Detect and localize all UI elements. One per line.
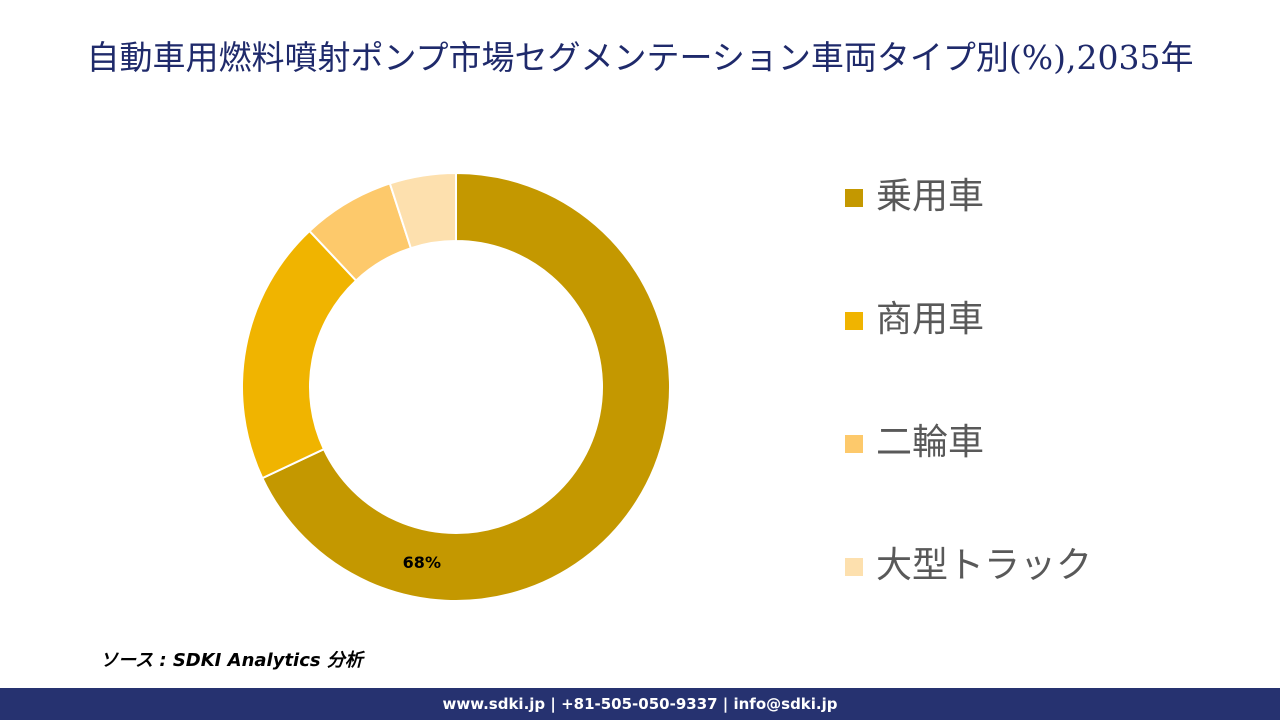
legend-swatch <box>845 558 863 576</box>
data-label: 68% <box>403 553 441 572</box>
legend-swatch <box>845 312 863 330</box>
donut-slice <box>261 171 671 602</box>
source-note: ソース : SDKI Analytics 分析 <box>100 650 363 671</box>
legend-swatch <box>845 189 863 207</box>
legend-label: 二輪車 <box>876 422 984 463</box>
legend-label: 大型トラック <box>876 545 1092 586</box>
donut-slice <box>241 229 358 480</box>
donut-slice <box>388 171 457 250</box>
footer: www.sdki.jp | +81-505-050-9337 | info@sd… <box>0 688 1280 720</box>
legend-label: 商用車 <box>876 299 984 340</box>
legend-label: 乗用車 <box>876 176 984 217</box>
chart-title: 自動車用燃料噴射ポンプ市場セグメンテーション車両タイプ別(%),2035年 <box>86 38 1194 77</box>
legend-swatch <box>845 435 863 453</box>
